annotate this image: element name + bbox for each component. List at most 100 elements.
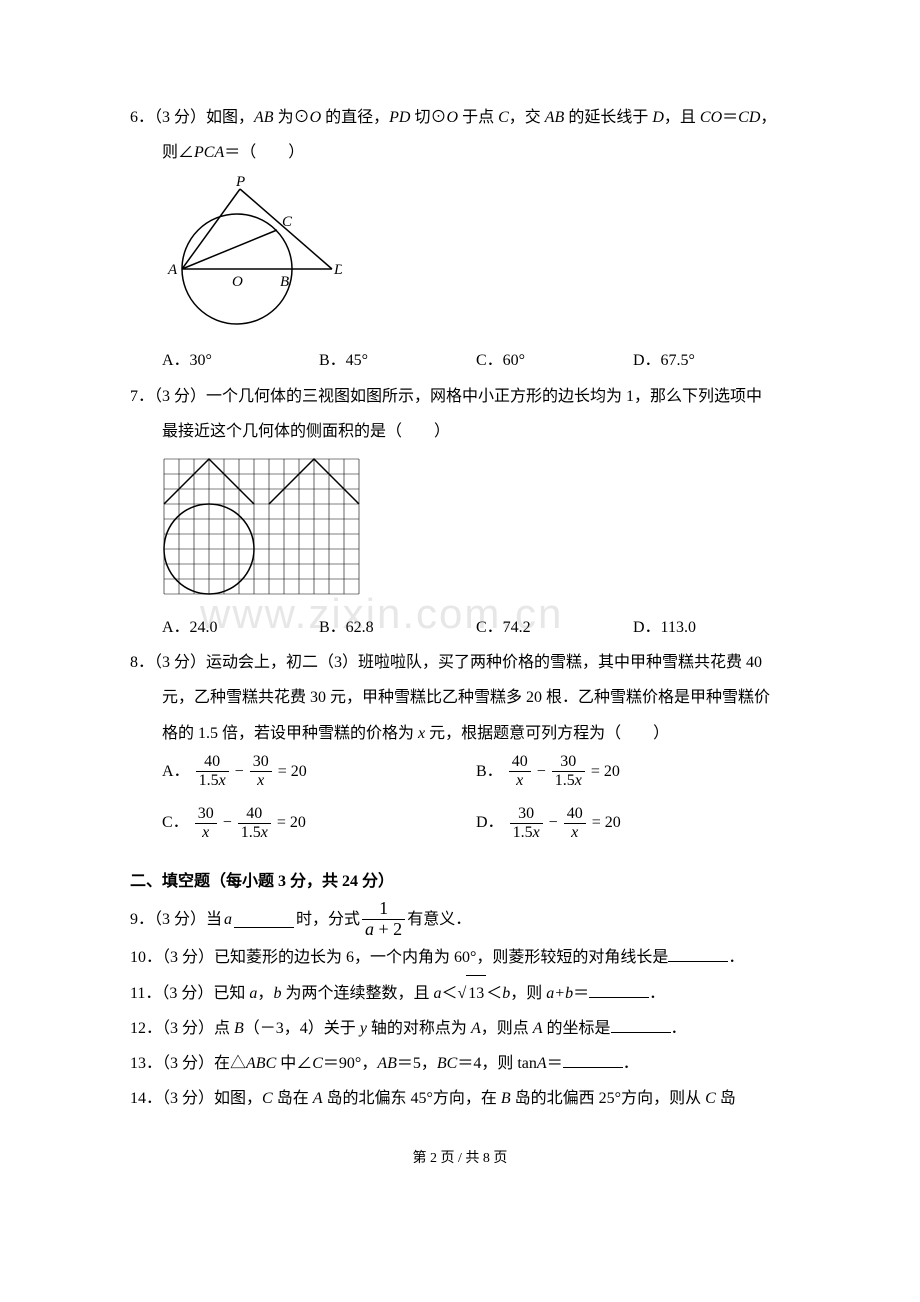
q9-fn: 1 — [362, 899, 405, 920]
q9-mid: 时，分式 — [296, 902, 360, 937]
q11-sqrtv: 13 — [466, 975, 486, 1011]
q14-p: 14．（3 分）如图， — [130, 1090, 262, 1107]
q8b-n2: 30 — [552, 753, 585, 772]
q14-c: C — [262, 1090, 273, 1107]
grid-diagram — [162, 457, 362, 597]
q6-d: D — [652, 109, 664, 126]
q6-opt-b: B．45° — [319, 343, 476, 378]
q6-c: C — [498, 109, 509, 126]
q13-ab: AB — [377, 1055, 397, 1072]
q13-a: A — [537, 1055, 547, 1072]
q8-opt-b: B． 40x − 301.5x = 20 — [476, 751, 790, 793]
question-9: 9．（3 分）当 a时，分式 1a + 2 有意义． — [130, 899, 790, 940]
q12-m: 轴的对称点为 — [367, 1020, 471, 1037]
q8-options-row2: C． 30x − 401.5x = 20 D． 301.5x − 40x = 2… — [130, 802, 790, 854]
q7-opt-d: D．113.0 — [633, 610, 790, 645]
q7-line2: 最接近这个几何体的侧面积的是（ ） — [130, 414, 790, 449]
q12-a2: A — [533, 1020, 543, 1037]
q6-l2p: 则∠ — [162, 144, 194, 161]
q9-fdr: + 2 — [374, 919, 402, 939]
q6-opt-a: A．30° — [162, 343, 319, 378]
label-d: D — [333, 262, 342, 278]
q8c-d1: x — [195, 824, 217, 842]
q6-figure: P C A O B D — [162, 174, 790, 339]
q6-l2m: ＝（ ） — [224, 144, 304, 161]
q7-options: A．24.0 B．62.8 C．74.2 D．113.0 — [130, 610, 790, 645]
q11-blank — [589, 981, 649, 998]
q6-o2: O — [447, 109, 459, 126]
question-6: 6．（3 分）如图，AB 为⊙O 的直径，PD 切⊙O 于点 C，交 AB 的延… — [130, 100, 790, 135]
q8b-d1: x — [509, 772, 531, 790]
q6-m7: ，且 — [664, 109, 700, 126]
q9-blank — [234, 911, 294, 928]
q8a-n2: 30 — [250, 753, 272, 772]
q6-line1: 6．（3 分）如图，AB 为⊙O 的直径，PD 切⊙O 于点 C，交 AB 的延… — [130, 109, 776, 126]
q8a-rhs: = 20 — [278, 751, 307, 793]
label-c: C — [282, 214, 293, 230]
label-p: P — [235, 174, 245, 190]
q12-c: （－3，4）关于 — [244, 1020, 360, 1037]
q6-opt-d: D．67.5° — [633, 343, 790, 378]
label-o: O — [232, 274, 243, 290]
q13-m3: ＝5， — [397, 1055, 437, 1072]
q12-m3: 的坐标是 — [543, 1020, 611, 1037]
q6-ab: AB — [254, 109, 274, 126]
q12-end: ． — [671, 1020, 687, 1037]
q10-text: 10．（3 分）已知菱形的边长为 6，一个内角为 60°，则菱形较短的对角线长是 — [130, 949, 668, 966]
q8b-rhs: = 20 — [591, 751, 620, 793]
q9-a: a — [224, 902, 232, 937]
q6-pd: PD — [389, 109, 410, 126]
q8a-op: − — [235, 751, 244, 793]
question-14: 14．（3 分）如图，C 岛在 A 岛的北偏东 45°方向，在 B 岛的北偏西 … — [130, 1081, 790, 1116]
q13-eq: ＝ — [547, 1055, 563, 1072]
question-7: 7．（3 分）一个几何体的三视图如图所示，网格中小正方形的边长均为 1，那么下列… — [130, 379, 790, 414]
q13-p: 13．（3 分）在△ — [130, 1055, 246, 1072]
q11-eq: ＝ — [573, 985, 589, 1002]
question-8: 8．（3 分）运动会上，初二（3）班啦啦队，买了两种价格的雪糕，其中甲种雪糕共花… — [130, 645, 790, 680]
q13-c: C — [312, 1055, 323, 1072]
q8-line2: 元，乙种雪糕共花费 30 元，甲种雪糕比乙种雪糕多 20 根．乙种雪糕价格是甲种… — [130, 680, 790, 715]
q8d-n2: 40 — [564, 805, 586, 824]
q14-m1: 岛在 — [273, 1090, 313, 1107]
question-13: 13．（3 分）在△ABC 中∠C＝90°，AB＝5，BC＝4，则 tanA＝． — [130, 1046, 790, 1081]
circle-diagram: P C A O B D — [162, 174, 342, 334]
q12-y: y — [360, 1020, 367, 1037]
q8d-label: D． — [476, 802, 504, 844]
q7-opt-c: C．74.2 — [476, 610, 633, 645]
q11-sqrt: √13 — [457, 985, 486, 1002]
q11-lt1: ＜ — [441, 985, 457, 1002]
q8c-n1: 30 — [195, 805, 217, 824]
q8c-rhs: = 20 — [277, 802, 306, 844]
q12-p: 12．（3 分）点 — [130, 1020, 234, 1037]
q13-m2: ＝90°， — [323, 1055, 377, 1072]
q6-m1: 为⊙ — [274, 109, 310, 126]
q6-m6: 的延长线于 — [564, 109, 652, 126]
q14-m2: 岛的北偏东 45°方向，在 — [322, 1090, 500, 1107]
q8c-n2: 40 — [238, 805, 271, 824]
q10-blank — [668, 945, 728, 962]
q9-suffix: 有意义． — [407, 902, 471, 937]
question-11: 11．（3 分）已知 a，b 为两个连续整数，且 a＜√13＜b，则 a+b＝． — [130, 975, 790, 1011]
q6-ab2: AB — [545, 109, 565, 126]
q7-opt-a: A．24.0 — [162, 610, 319, 645]
q14-b: B — [501, 1090, 511, 1107]
q8-l3s: 元，根据题意可列方程为（ ） — [425, 725, 669, 742]
q7-figure — [162, 457, 790, 602]
q6-options: A．30° B．45° C．60° D．67.5° — [130, 343, 790, 378]
q8a-label: A． — [162, 751, 190, 793]
q11-m3: ，则 — [510, 985, 546, 1002]
q6-opt-c: C．60° — [476, 343, 633, 378]
question-10: 10．（3 分）已知菱形的边长为 6，一个内角为 60°，则菱形较短的对角线长是… — [130, 940, 790, 975]
q8b-op: − — [537, 751, 546, 793]
q12-blank — [611, 1016, 671, 1033]
q11-p: 11．（3 分）已知 — [130, 985, 249, 1002]
q12-b: B — [234, 1020, 244, 1037]
q8a-d2: x — [250, 772, 272, 790]
q6-line2: 则∠PCA＝（ ） — [130, 135, 790, 170]
q8c-op: − — [223, 802, 232, 844]
q6-l1-prefix: 6．（3 分）如图， — [130, 109, 254, 126]
q11-end: ． — [649, 985, 665, 1002]
label-a: A — [167, 262, 178, 278]
q8-options-row1: A． 401.5x − 30x = 20 B． 40x − 301.5x = 2… — [130, 751, 790, 803]
q8d-d2: x — [564, 824, 586, 842]
